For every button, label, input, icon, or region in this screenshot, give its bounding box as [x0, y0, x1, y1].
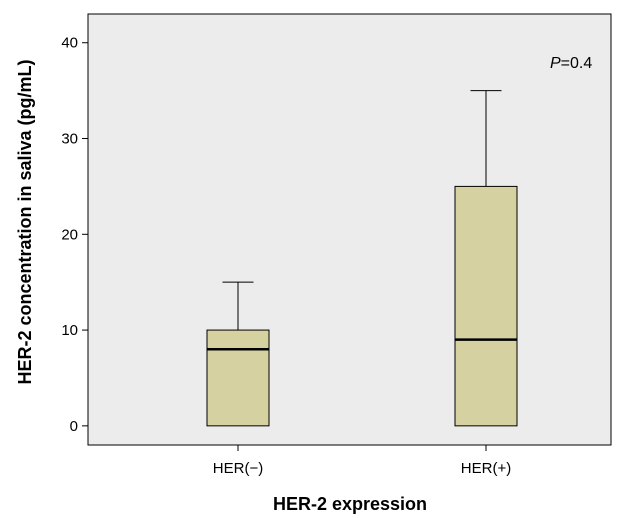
x-axis: HER(−) HER(+) [213, 445, 511, 477]
y-tick-label: 10 [61, 322, 78, 339]
y-tick-label: 20 [61, 226, 78, 243]
p-value-label: P [550, 55, 561, 72]
box-group [206, 281, 270, 427]
box-series [206, 90, 518, 427]
box-iqr [454, 185, 518, 427]
y-tick-label: 30 [61, 131, 78, 148]
y-tick-label: 0 [70, 418, 78, 435]
x-axis-title: HER-2 expression [273, 494, 427, 514]
p-value-annotation: P=0.4 [550, 55, 592, 72]
box-group [454, 90, 518, 427]
y-axis-title: HER-2 concentration in saliva (pg/mL) [15, 59, 35, 384]
x-tick-label: HER(−) [213, 460, 263, 477]
y-axis: 0 10 20 30 40 [61, 35, 88, 435]
p-value-value: =0.4 [561, 55, 593, 72]
x-tick-label: HER(+) [461, 460, 511, 477]
plot-area [87, 13, 612, 446]
box-iqr [206, 329, 270, 427]
y-tick-label: 40 [61, 35, 78, 52]
